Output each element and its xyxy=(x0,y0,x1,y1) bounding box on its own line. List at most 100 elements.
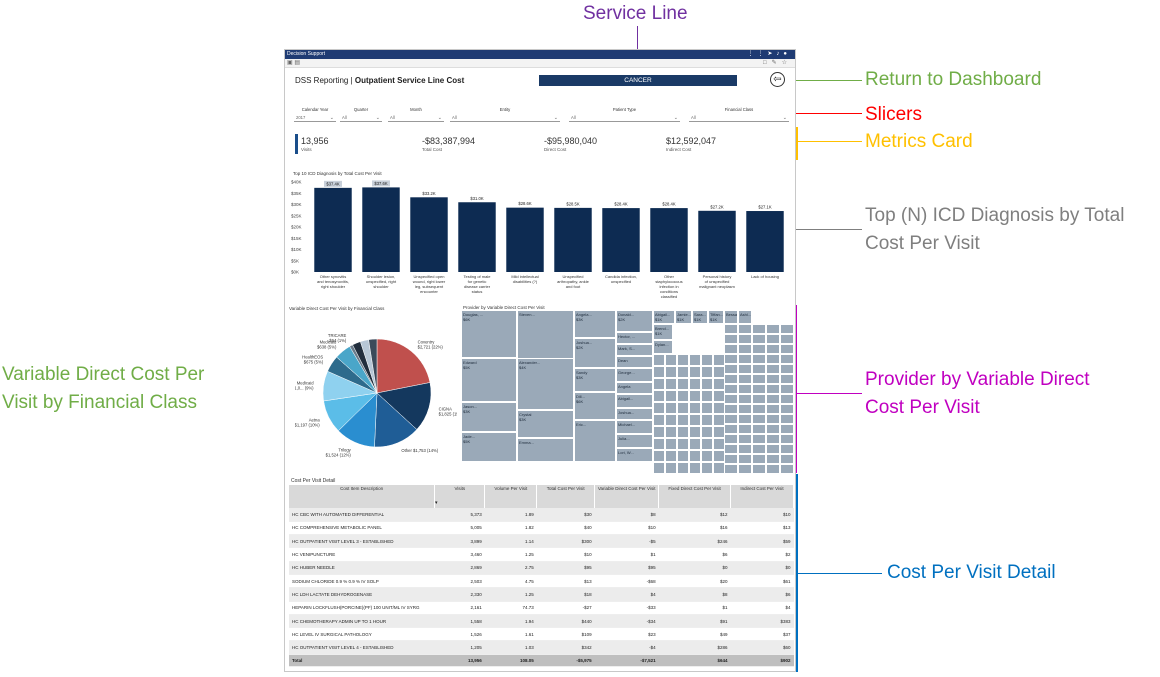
treemap-cell[interactable]: Brend... $1K xyxy=(653,324,673,340)
treemap-cell[interactable] xyxy=(689,426,701,438)
treemap-cell[interactable] xyxy=(780,364,794,374)
treemap-cell[interactable] xyxy=(724,394,738,404)
treemap-cell[interactable] xyxy=(794,394,795,404)
treemap-cell[interactable] xyxy=(724,464,738,474)
treemap-cell[interactable] xyxy=(689,378,701,390)
table-row[interactable]: HC LEVEL IV SURGICAL PATHOLOGY 1,526 1.61 $… xyxy=(289,627,794,642)
treemap-cell[interactable] xyxy=(738,454,752,464)
treemap-cell[interactable] xyxy=(794,374,795,384)
treemap-cell[interactable]: Donald... $2K xyxy=(616,310,653,332)
treemap-cell[interactable] xyxy=(665,366,677,378)
file-icon[interactable]: ▣ xyxy=(287,60,293,66)
treemap-cell[interactable] xyxy=(701,378,713,390)
treemap-cell[interactable] xyxy=(766,454,780,464)
treemap-cell[interactable]: Sara... $1K xyxy=(692,310,708,324)
treemap-cell[interactable] xyxy=(780,414,794,424)
treemap-cell[interactable] xyxy=(653,426,665,438)
treemap-cell[interactable] xyxy=(766,394,780,404)
treemap-cell[interactable]: Joshua... xyxy=(616,408,653,420)
treemap-cell[interactable] xyxy=(677,402,689,414)
treemap-cell[interactable] xyxy=(665,354,677,366)
treemap-cell[interactable] xyxy=(738,424,752,434)
table-row[interactable]: HC CHEMOTHERAPY ADMIN UP TO 1 HOUR 1,558 1… xyxy=(289,614,794,629)
treemap-cell[interactable] xyxy=(780,374,794,384)
treemap-cell[interactable] xyxy=(752,334,766,344)
treemap-cell[interactable] xyxy=(713,378,725,390)
treemap-cell[interactable] xyxy=(724,364,738,374)
treemap-cell[interactable] xyxy=(724,414,738,424)
table-row[interactable]: HC COMPREHENSIVE METABOLIC PANEL 5,005 1.8… xyxy=(289,521,794,536)
treemap-cell[interactable]: Emma... xyxy=(517,438,574,462)
treemap-cell[interactable]: Edward $5K xyxy=(461,358,517,402)
treemap-cell[interactable] xyxy=(677,354,689,366)
treemap-cell[interactable] xyxy=(766,364,780,374)
treemap-cell[interactable] xyxy=(701,450,713,462)
treemap-cell[interactable] xyxy=(752,374,766,384)
slicer-quarter[interactable]: Quarter All ⌄ xyxy=(340,107,382,122)
treemap-cell[interactable] xyxy=(794,364,795,374)
treemap-cell[interactable] xyxy=(653,462,665,474)
treemap-cell[interactable] xyxy=(713,402,725,414)
treemap-cell[interactable] xyxy=(677,462,689,474)
treemap-cell[interactable] xyxy=(780,324,794,334)
treemap-cell[interactable] xyxy=(794,344,795,354)
bell-icon[interactable]: ♪ xyxy=(776,51,784,57)
treemap-cell[interactable] xyxy=(766,354,780,364)
table-row[interactable]: HC HUBER NEEDLE 2,869 2.75 $95 $95 $0 $0 xyxy=(289,561,794,575)
column-header[interactable]: Total Cost Per Visit xyxy=(536,485,596,508)
treemap-cell[interactable] xyxy=(766,374,780,384)
treemap-cell[interactable] xyxy=(794,354,795,364)
treemap-cell[interactable] xyxy=(738,374,752,384)
treemap-cell[interactable] xyxy=(701,390,713,402)
treemap-cell[interactable]: Jason... $3K xyxy=(461,402,517,432)
treemap-cell[interactable] xyxy=(752,454,766,464)
treemap-cell[interactable] xyxy=(780,454,794,464)
treemap-cell[interactable] xyxy=(689,354,701,366)
treemap-cell[interactable] xyxy=(689,390,701,402)
treemap-cell[interactable] xyxy=(794,424,795,434)
column-header[interactable]: Variable Direct Cost Per Visit xyxy=(594,485,660,508)
column-header[interactable]: Volume Per Visit xyxy=(484,485,538,508)
treemap-cell[interactable] xyxy=(780,444,794,454)
treemap-cell[interactable] xyxy=(677,450,689,462)
treemap-cell[interactable] xyxy=(766,324,780,334)
treemap-cell[interactable]: Douglas, ... $6K xyxy=(461,310,517,358)
treemap-cell[interactable] xyxy=(780,424,794,434)
treemap-cell[interactable] xyxy=(780,384,794,394)
treemap-cell[interactable] xyxy=(738,394,752,404)
treemap-cell[interactable] xyxy=(665,438,677,450)
treemap-cell[interactable] xyxy=(752,324,766,334)
treemap-cell[interactable] xyxy=(713,366,725,378)
treemap-cell[interactable] xyxy=(752,344,766,354)
treemap-cell[interactable] xyxy=(752,424,766,434)
column-header[interactable]: Indirect Cost Per Visit xyxy=(730,485,794,508)
treemap-cell[interactable] xyxy=(713,438,725,450)
treemap-cell[interactable]: Abigail... xyxy=(616,394,653,408)
treemap-cell[interactable] xyxy=(738,444,752,454)
treemap-cell[interactable] xyxy=(766,404,780,414)
treemap-cell[interactable]: Jade... $5K xyxy=(461,432,517,462)
treemap-cell[interactable] xyxy=(766,444,780,454)
treemap-cell[interactable] xyxy=(752,404,766,414)
treemap-cell[interactable] xyxy=(752,444,766,454)
treemap-cell[interactable]: George... xyxy=(616,368,653,382)
table-row[interactable]: HC CBC WITH AUTOMATED DIFFERENTIAL 5,373 1… xyxy=(289,508,794,522)
treemap-cell[interactable] xyxy=(766,344,780,354)
treemap-cell[interactable] xyxy=(738,414,752,424)
treemap-cell[interactable] xyxy=(713,414,725,426)
treemap-cell[interactable]: Dean xyxy=(616,356,653,368)
table-row[interactable]: HC OUTPATIENT VISIT LEVEL 4 - ESTABLISHE… xyxy=(289,640,794,655)
table-row[interactable]: HC OUTPATIENT VISIT LEVEL 3 - ESTABLISHE… xyxy=(289,534,794,549)
send-icon[interactable]: ➤ xyxy=(767,51,777,57)
slicer-financial-class[interactable]: Financial Class All ⌄ xyxy=(689,107,789,122)
page-icon[interactable]: ▤ xyxy=(294,60,301,66)
treemap-cell[interactable] xyxy=(713,426,725,438)
treemap-cell[interactable] xyxy=(665,414,677,426)
treemap-cell[interactable] xyxy=(689,402,701,414)
treemap-cell[interactable] xyxy=(689,450,701,462)
table-row[interactable]: HC VENIPUNCTURE 3,460 1.25 $10 $1 $6 $2 xyxy=(289,547,794,562)
treemap-cell[interactable] xyxy=(752,414,766,424)
treemap-cell[interactable] xyxy=(724,344,738,354)
treemap-cell[interactable] xyxy=(766,334,780,344)
treemap-cell[interactable]: Ashl... xyxy=(738,310,752,324)
